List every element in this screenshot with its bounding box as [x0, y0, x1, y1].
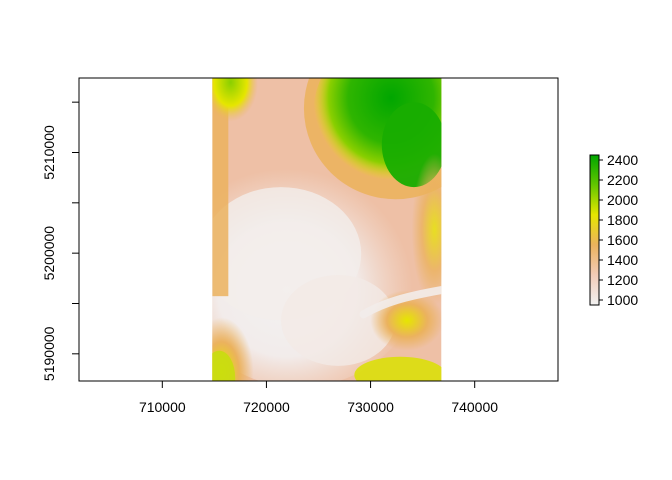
legend-tick-label: 2400	[607, 152, 638, 168]
west-slope	[212, 78, 229, 297]
x-tick-label: 710000	[139, 399, 186, 415]
y-tick-label: 5200000	[41, 226, 57, 281]
x-tick-label: 730000	[347, 399, 394, 415]
legend-tick-label: 2000	[607, 192, 638, 208]
legend-tick-label: 1800	[607, 212, 638, 228]
east-valley	[359, 286, 442, 319]
legend-tick-label: 1600	[607, 232, 638, 248]
plot-frame	[78, 77, 559, 382]
east-slope	[411, 153, 442, 306]
legend-tick-label: 1400	[607, 252, 638, 268]
valley-south	[281, 274, 396, 366]
y-tick-label: 5190000	[41, 326, 57, 381]
y-axis: 5190000 5200000 5210000	[41, 101, 79, 381]
south-ridge	[354, 356, 442, 381]
x-tick-label: 740000	[451, 399, 498, 415]
x-axis: 710000 720000 730000 740000	[139, 381, 498, 415]
legend: 1000 1200 1400 1600 1800 2000 2200 2400	[589, 152, 638, 308]
legend-tick-label: 2200	[607, 172, 638, 188]
nw-highland	[212, 78, 259, 130]
legend-tick-label: 1000	[607, 292, 638, 308]
elevation-raster	[212, 78, 442, 381]
x-tick-label: 720000	[243, 399, 290, 415]
sw-peak	[212, 350, 236, 381]
legend-colorbar	[589, 154, 600, 306]
y-tick-label: 5210000	[41, 125, 57, 180]
legend-tick-label: 1200	[607, 272, 638, 288]
